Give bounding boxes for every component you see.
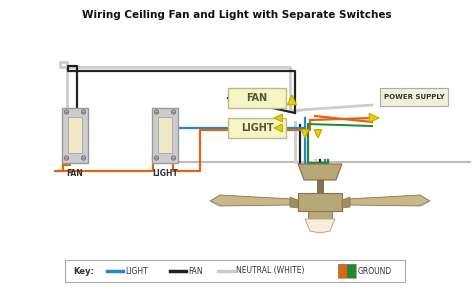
- Text: FAN: FAN: [188, 266, 202, 276]
- FancyBboxPatch shape: [308, 211, 332, 219]
- FancyBboxPatch shape: [68, 118, 82, 153]
- Circle shape: [171, 156, 176, 160]
- Polygon shape: [298, 164, 342, 180]
- Polygon shape: [305, 219, 335, 233]
- FancyBboxPatch shape: [228, 118, 286, 138]
- Bar: [338, 264, 356, 278]
- FancyBboxPatch shape: [65, 260, 405, 282]
- FancyBboxPatch shape: [152, 107, 178, 163]
- FancyBboxPatch shape: [298, 193, 342, 211]
- Circle shape: [64, 110, 69, 114]
- Text: LIGHT: LIGHT: [152, 170, 178, 178]
- FancyBboxPatch shape: [62, 107, 88, 163]
- Bar: [317, 180, 323, 198]
- FancyBboxPatch shape: [228, 88, 286, 108]
- Bar: [347, 264, 356, 278]
- Circle shape: [82, 110, 86, 114]
- Text: Wiring Ceiling Fan and Light with Separate Switches: Wiring Ceiling Fan and Light with Separa…: [82, 10, 392, 20]
- Circle shape: [171, 110, 176, 114]
- Polygon shape: [290, 197, 298, 208]
- Text: GROUND: GROUND: [358, 266, 392, 276]
- Polygon shape: [342, 197, 350, 208]
- Text: FAN: FAN: [67, 170, 83, 178]
- Text: FAN: FAN: [246, 93, 267, 103]
- Text: Key:: Key:: [73, 266, 94, 276]
- Polygon shape: [348, 195, 430, 206]
- Polygon shape: [369, 113, 379, 123]
- Polygon shape: [287, 95, 297, 105]
- Text: NEUTRAL (WHITE): NEUTRAL (WHITE): [236, 266, 304, 276]
- Bar: [338, 264, 347, 278]
- Circle shape: [82, 156, 86, 160]
- Text: LIGHT: LIGHT: [241, 123, 273, 133]
- Text: LIGHT: LIGHT: [125, 266, 148, 276]
- Text: POWER SUPPLY: POWER SUPPLY: [383, 94, 444, 100]
- Circle shape: [155, 110, 159, 114]
- Circle shape: [155, 156, 159, 160]
- Polygon shape: [314, 130, 322, 138]
- Circle shape: [64, 156, 69, 160]
- FancyBboxPatch shape: [158, 118, 172, 153]
- Polygon shape: [274, 114, 283, 122]
- Polygon shape: [301, 130, 309, 138]
- Polygon shape: [210, 195, 292, 206]
- Polygon shape: [274, 124, 283, 132]
- FancyBboxPatch shape: [380, 88, 448, 106]
